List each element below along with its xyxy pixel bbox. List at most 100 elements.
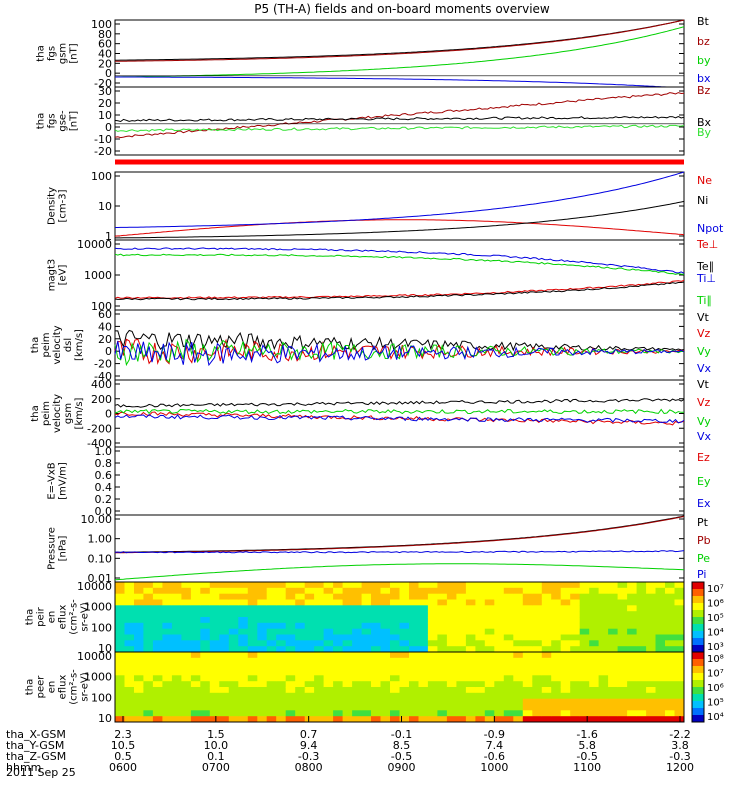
heatmap-cell: [674, 640, 685, 647]
heatmap-cell: [579, 599, 590, 606]
heatmap-cell: [115, 611, 125, 618]
heatmap-cell: [295, 622, 306, 630]
heatmap-cell: [200, 628, 211, 635]
heatmap-cell: [465, 587, 476, 595]
heatmap-cell: [219, 687, 230, 694]
heatmap-cell: [636, 640, 647, 647]
heatmap-cell: [551, 716, 562, 723]
heatmap-cell: [134, 640, 144, 647]
series-line: [114, 247, 685, 274]
heatmap-cell: [646, 652, 657, 659]
legend-label: By: [697, 126, 712, 139]
legend-label: Pe: [697, 552, 710, 565]
heatmap-cell: [465, 669, 476, 676]
heatmap-cell: [579, 704, 590, 711]
y-tick-label: 400: [91, 378, 112, 391]
heatmap-cell: [285, 663, 296, 670]
heatmap-cell: [617, 593, 628, 600]
heatmap-cell: [437, 587, 448, 595]
heatmap-cell: [446, 617, 457, 624]
heatmap-cell: [257, 634, 268, 641]
heatmap-cell: [285, 634, 296, 641]
heatmap-cell: [181, 663, 192, 670]
x-axis-labels: tha_X-GSM 2.3 1.5 0.7 -0.1 -0.9 -1.6 -2.2tha_Y-…: [6, 716, 694, 774]
heatmap-cell: [209, 622, 220, 630]
heatmap-cell: [456, 687, 467, 694]
heatmap-cell: [465, 640, 476, 647]
heatmap-cell: [143, 652, 154, 659]
heatmap-cell: [276, 628, 287, 635]
heatmap-cell: [152, 687, 163, 694]
series-line: [115, 171, 685, 228]
heatmap-cell: [494, 640, 505, 647]
heatmap-cell: [190, 716, 201, 723]
heatmap-cell: [409, 628, 419, 635]
heatmap-cell: [285, 587, 296, 595]
heatmap-cell: [238, 628, 249, 635]
heatmap-cell: [228, 698, 239, 705]
heatmap-cell: [257, 681, 268, 688]
heatmap-cell: [579, 628, 590, 635]
heatmap-cell: [494, 587, 505, 595]
heatmap-cell: [608, 681, 619, 688]
heatmap-cell: [380, 652, 391, 659]
heatmap-cell: [380, 669, 391, 676]
heatmap-cell: [418, 582, 429, 589]
heatmap-cell: [304, 704, 315, 711]
heatmap-cell: [143, 634, 154, 641]
heatmap-cell: [608, 698, 619, 705]
heatmap-cell: [541, 681, 552, 688]
heatmap-cell: [636, 628, 647, 635]
heatmap-cell: [646, 716, 657, 723]
heatmap-cell: [134, 587, 144, 595]
heatmap-cell: [314, 663, 325, 670]
heatmap-cell: [475, 669, 486, 676]
heatmap-cell: [171, 646, 182, 653]
heatmap-cell: [617, 622, 628, 630]
heatmap-cell: [352, 692, 363, 700]
heatmap-cell: [361, 646, 372, 653]
series-line: [115, 19, 685, 62]
heatmap-cell: [380, 704, 391, 711]
heatmap-cell: [314, 587, 325, 595]
heatmap-cell: [314, 617, 325, 624]
heatmap-cell: [484, 657, 495, 665]
heatmap-cell: [636, 692, 647, 700]
heatmap-cell: [371, 663, 381, 670]
heatmap-cell: [323, 593, 334, 600]
heatmap-cell: [219, 657, 230, 665]
heatmap-cell: [371, 669, 381, 676]
heatmap-cell: [247, 628, 258, 635]
y-axis-label-line: en: [47, 611, 58, 624]
heatmap-cell: [409, 587, 419, 595]
heatmap-cell: [124, 681, 135, 688]
heatmap-cell: [304, 582, 315, 589]
heatmap-cell: [200, 681, 211, 688]
heatmap-cell: [665, 634, 675, 641]
colorbar-segment: [692, 610, 704, 618]
heatmap-cell: [333, 593, 344, 600]
x-axis-value: -1.6: [576, 728, 597, 741]
heatmap-cell: [238, 617, 249, 624]
heatmap-cell: [115, 669, 125, 676]
heatmap-cell: [276, 622, 287, 630]
heatmap-cell: [674, 710, 685, 717]
heatmap-cell: [579, 593, 590, 600]
heatmap-cell: [589, 640, 600, 647]
y-axis-label-line: tha: [36, 45, 47, 61]
heatmap-cell: [152, 716, 163, 723]
heatmap-cell: [456, 593, 467, 600]
heatmap-cell: [266, 628, 277, 635]
heatmap-cell: [608, 587, 619, 595]
heatmap-cell: [162, 687, 173, 694]
heatmap-cell: [314, 640, 325, 647]
heatmap-cell: [152, 704, 163, 711]
heatmap-cell: [541, 646, 552, 653]
heatmap-cell: [617, 687, 628, 694]
heatmap-cell: [655, 605, 666, 612]
heatmap-cell: [209, 698, 220, 705]
heatmap-cell: [513, 646, 524, 653]
y-axis-label-line: [km/s]: [74, 329, 85, 361]
heatmap-cell: [124, 599, 135, 606]
colorbar-segment: [692, 715, 704, 723]
